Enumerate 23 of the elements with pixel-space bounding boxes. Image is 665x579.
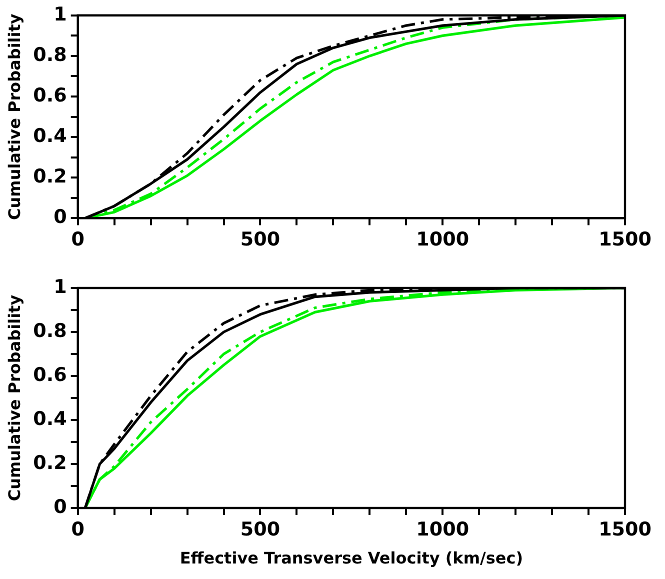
- y-tick-label: 0.8: [33, 44, 67, 66]
- x-tick-label: 1000: [416, 228, 470, 251]
- y-tick-label: 0: [54, 206, 67, 228]
- y-axis-title: Cumulative Probability: [4, 13, 24, 220]
- x-tick-label: 1500: [598, 228, 652, 251]
- y-tick-label: 0.4: [33, 408, 67, 430]
- y-tick-label: 0.4: [33, 125, 67, 148]
- x-tick-label: 0: [71, 518, 84, 540]
- y-tick-label: 0.6: [33, 84, 67, 106]
- y-tick-label: 0: [54, 496, 67, 518]
- x-axis-title: Effective Transverse Velocity (km/sec): [180, 548, 524, 568]
- y-tick-label: 1: [54, 3, 67, 26]
- x-tick-label: 500: [240, 228, 280, 251]
- y-tick-label: 1: [54, 276, 67, 298]
- y-tick-label: 0.6: [33, 364, 67, 386]
- y-axis-title: Cumulative Probability: [4, 294, 24, 502]
- x-tick-label: 500: [240, 518, 280, 540]
- x-tick-label: 1500: [598, 518, 652, 540]
- y-tick-label: 0.2: [33, 166, 67, 188]
- x-tick-label: 1000: [416, 518, 470, 540]
- x-tick-label: 0: [71, 228, 84, 251]
- y-tick-label: 0.8: [33, 320, 67, 342]
- y-tick-label: 0.2: [33, 452, 67, 474]
